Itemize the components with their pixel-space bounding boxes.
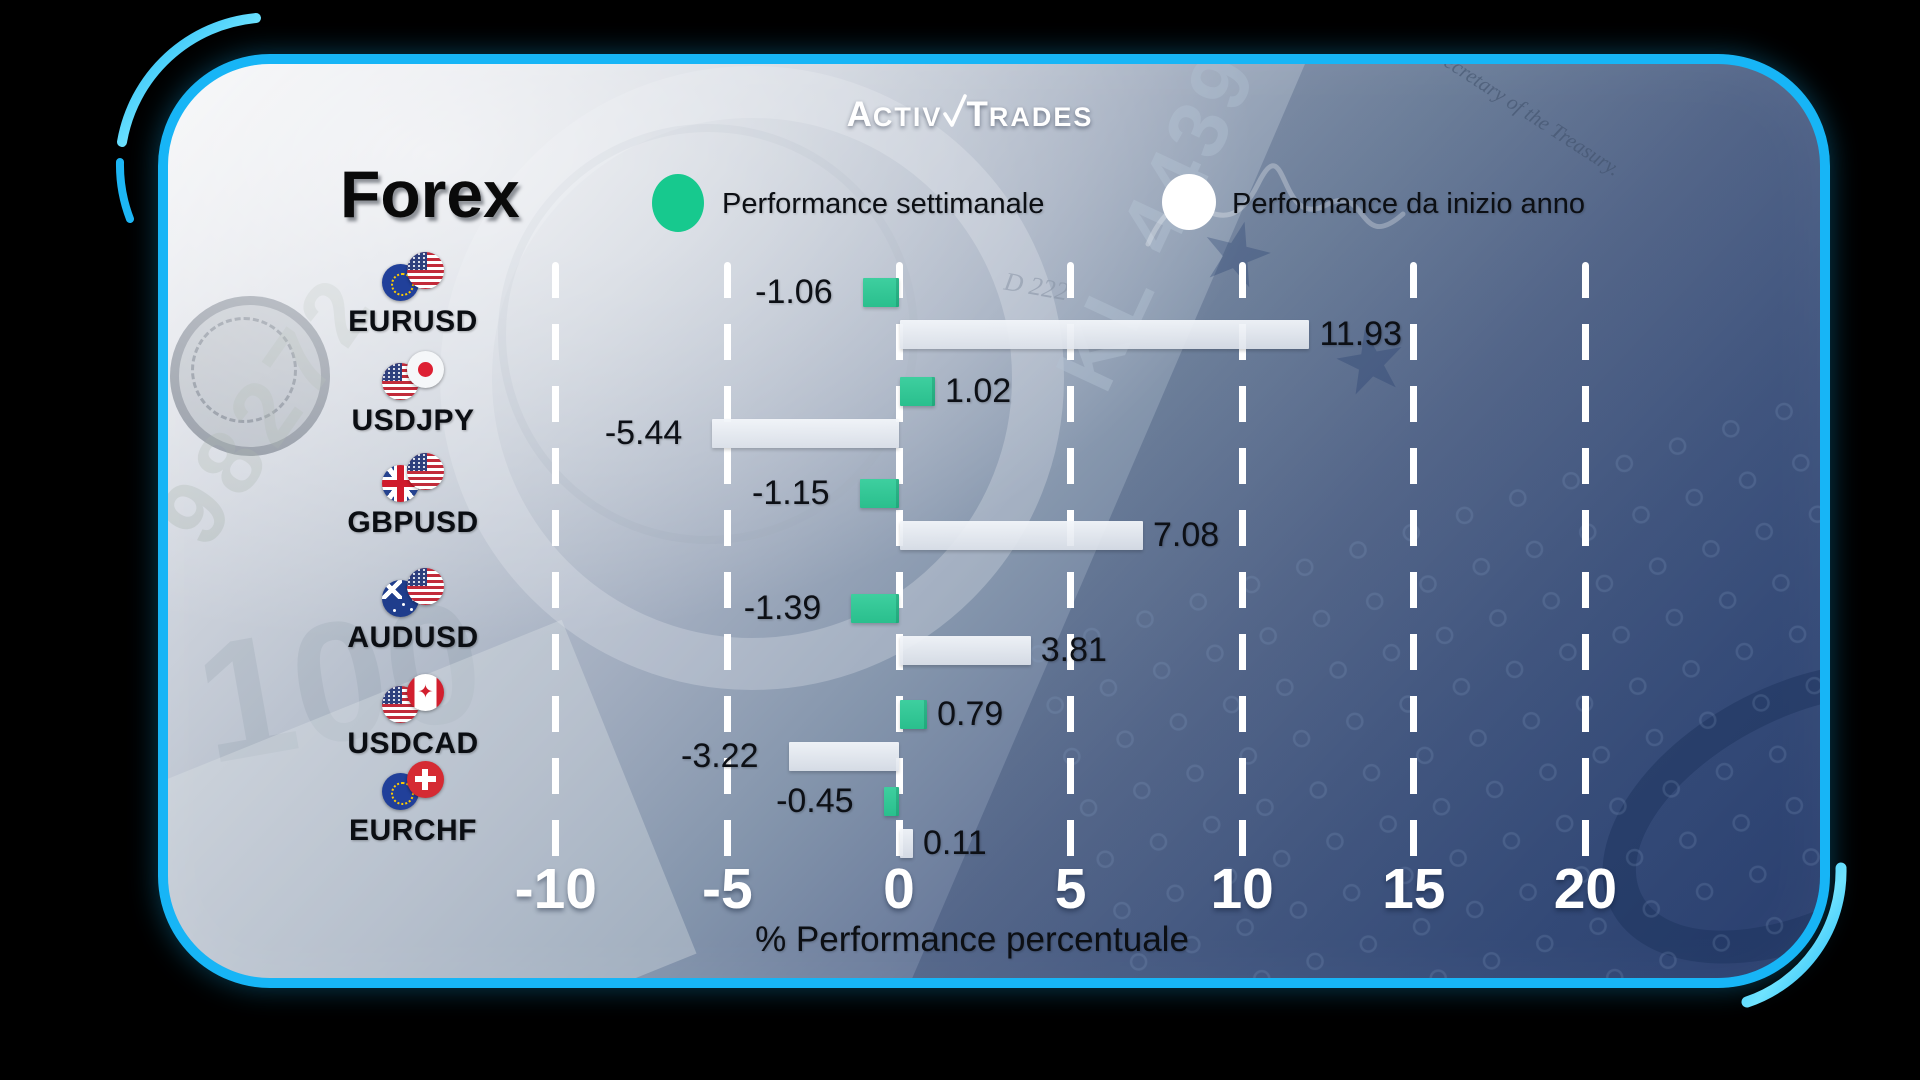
ca-flag-icon: [407, 674, 444, 711]
gridline--10: [552, 262, 560, 860]
pair-label-gbpusd: GBPUSD: [347, 506, 479, 539]
us-flag-icon: [407, 453, 444, 490]
ytd-bar-usdjpy: [712, 419, 899, 448]
x-tick-label: 0: [883, 857, 915, 921]
x-tick-label: -10: [514, 857, 597, 921]
value-label: 11.93: [1319, 315, 1402, 353]
gridline-5: [1067, 262, 1075, 860]
value-label: -1.39: [743, 589, 822, 627]
accent-arc-topleft-small-icon: [115, 158, 134, 223]
value-label: -1.06: [755, 273, 833, 311]
ytd-bar-eurchf: [900, 829, 913, 858]
pair-label-audusd: AUDUSD: [347, 621, 479, 654]
weekly-bar-gbpusd: [859, 479, 899, 508]
gridline-0: [895, 262, 903, 860]
logo-text-trades: RADES: [988, 102, 1094, 132]
x-tick-label: 5: [1054, 857, 1087, 921]
gridline-20: [1581, 262, 1589, 860]
x-tick-label: 20: [1553, 857, 1618, 921]
ytd-bar-gbpusd: [900, 521, 1143, 550]
value-label: -3.22: [681, 737, 759, 775]
weekly-bar-eurusd: [862, 278, 899, 307]
legend-label-ytd: Performance da inizio anno: [1232, 188, 1586, 220]
value-label: 1.02: [945, 372, 1012, 410]
x-tick-label: -5: [702, 857, 753, 921]
flag-pair-gbpusd: [382, 453, 444, 502]
weekly-bar-eurchf: [883, 787, 899, 816]
flag-pair-eurchf: [382, 761, 444, 810]
flag-pair-audusd: [382, 568, 444, 617]
x-tick-label: 10: [1210, 857, 1274, 921]
us-flag-icon: [407, 568, 444, 605]
ytd-bar-usdcad: [788, 742, 899, 771]
flag-pair-usdcad: [382, 674, 444, 723]
gridline-10: [1238, 262, 1246, 860]
accent-arc-bottomright-icon: [1741, 862, 1847, 1008]
pair-label-eurusd: EURUSD: [348, 305, 478, 338]
weekly-bar-usdjpy: [900, 377, 935, 406]
weekly-legend-dot-icon: [652, 174, 704, 232]
jp-flag-icon: [407, 351, 444, 388]
x-tick-label: 15: [1382, 857, 1446, 921]
logo-check-icon: [943, 94, 968, 127]
pair-label-usdcad: USDCAD: [347, 727, 479, 760]
ytd-bar-eurusd: [900, 320, 1310, 349]
value-label: -5.44: [604, 414, 683, 452]
pair-label-usdjpy: USDJPY: [351, 404, 475, 437]
accent-arc-topleft-icon: [117, 13, 261, 147]
value-label: 3.81: [1040, 631, 1107, 669]
us-flag-icon: [407, 252, 444, 289]
value-label: 7.08: [1152, 516, 1220, 554]
gridline--5: [723, 262, 731, 860]
legend-label-weekly: Performance settimanale: [722, 188, 1045, 220]
page-title: Forex: [340, 157, 520, 231]
value-label: -0.45: [776, 782, 854, 820]
pair-label-eurchf: EURCHF: [349, 814, 477, 847]
activtrades-logo: ACTIV TRADES: [770, 94, 1170, 135]
logo-text-trades-initial: T: [966, 95, 989, 134]
ytd-legend-dot-icon: [1162, 174, 1216, 230]
value-label: 0.79: [937, 695, 1004, 733]
value-label: -1.15: [752, 474, 830, 512]
logo-text-activ: CTIV: [872, 102, 943, 132]
flag-pair-eurusd: [382, 252, 444, 301]
value-label: 0.11: [923, 824, 987, 862]
weekly-bar-usdcad: [900, 700, 928, 729]
ch-flag-icon: [407, 761, 444, 798]
weekly-bar-audusd: [851, 594, 899, 623]
ytd-bar-audusd: [900, 636, 1031, 665]
gridline-15: [1410, 262, 1418, 860]
logo-text-activ-initial: A: [846, 95, 873, 134]
x-axis-title: % Performance percentuale: [755, 920, 1189, 959]
flag-pair-usdjpy: [382, 351, 444, 400]
